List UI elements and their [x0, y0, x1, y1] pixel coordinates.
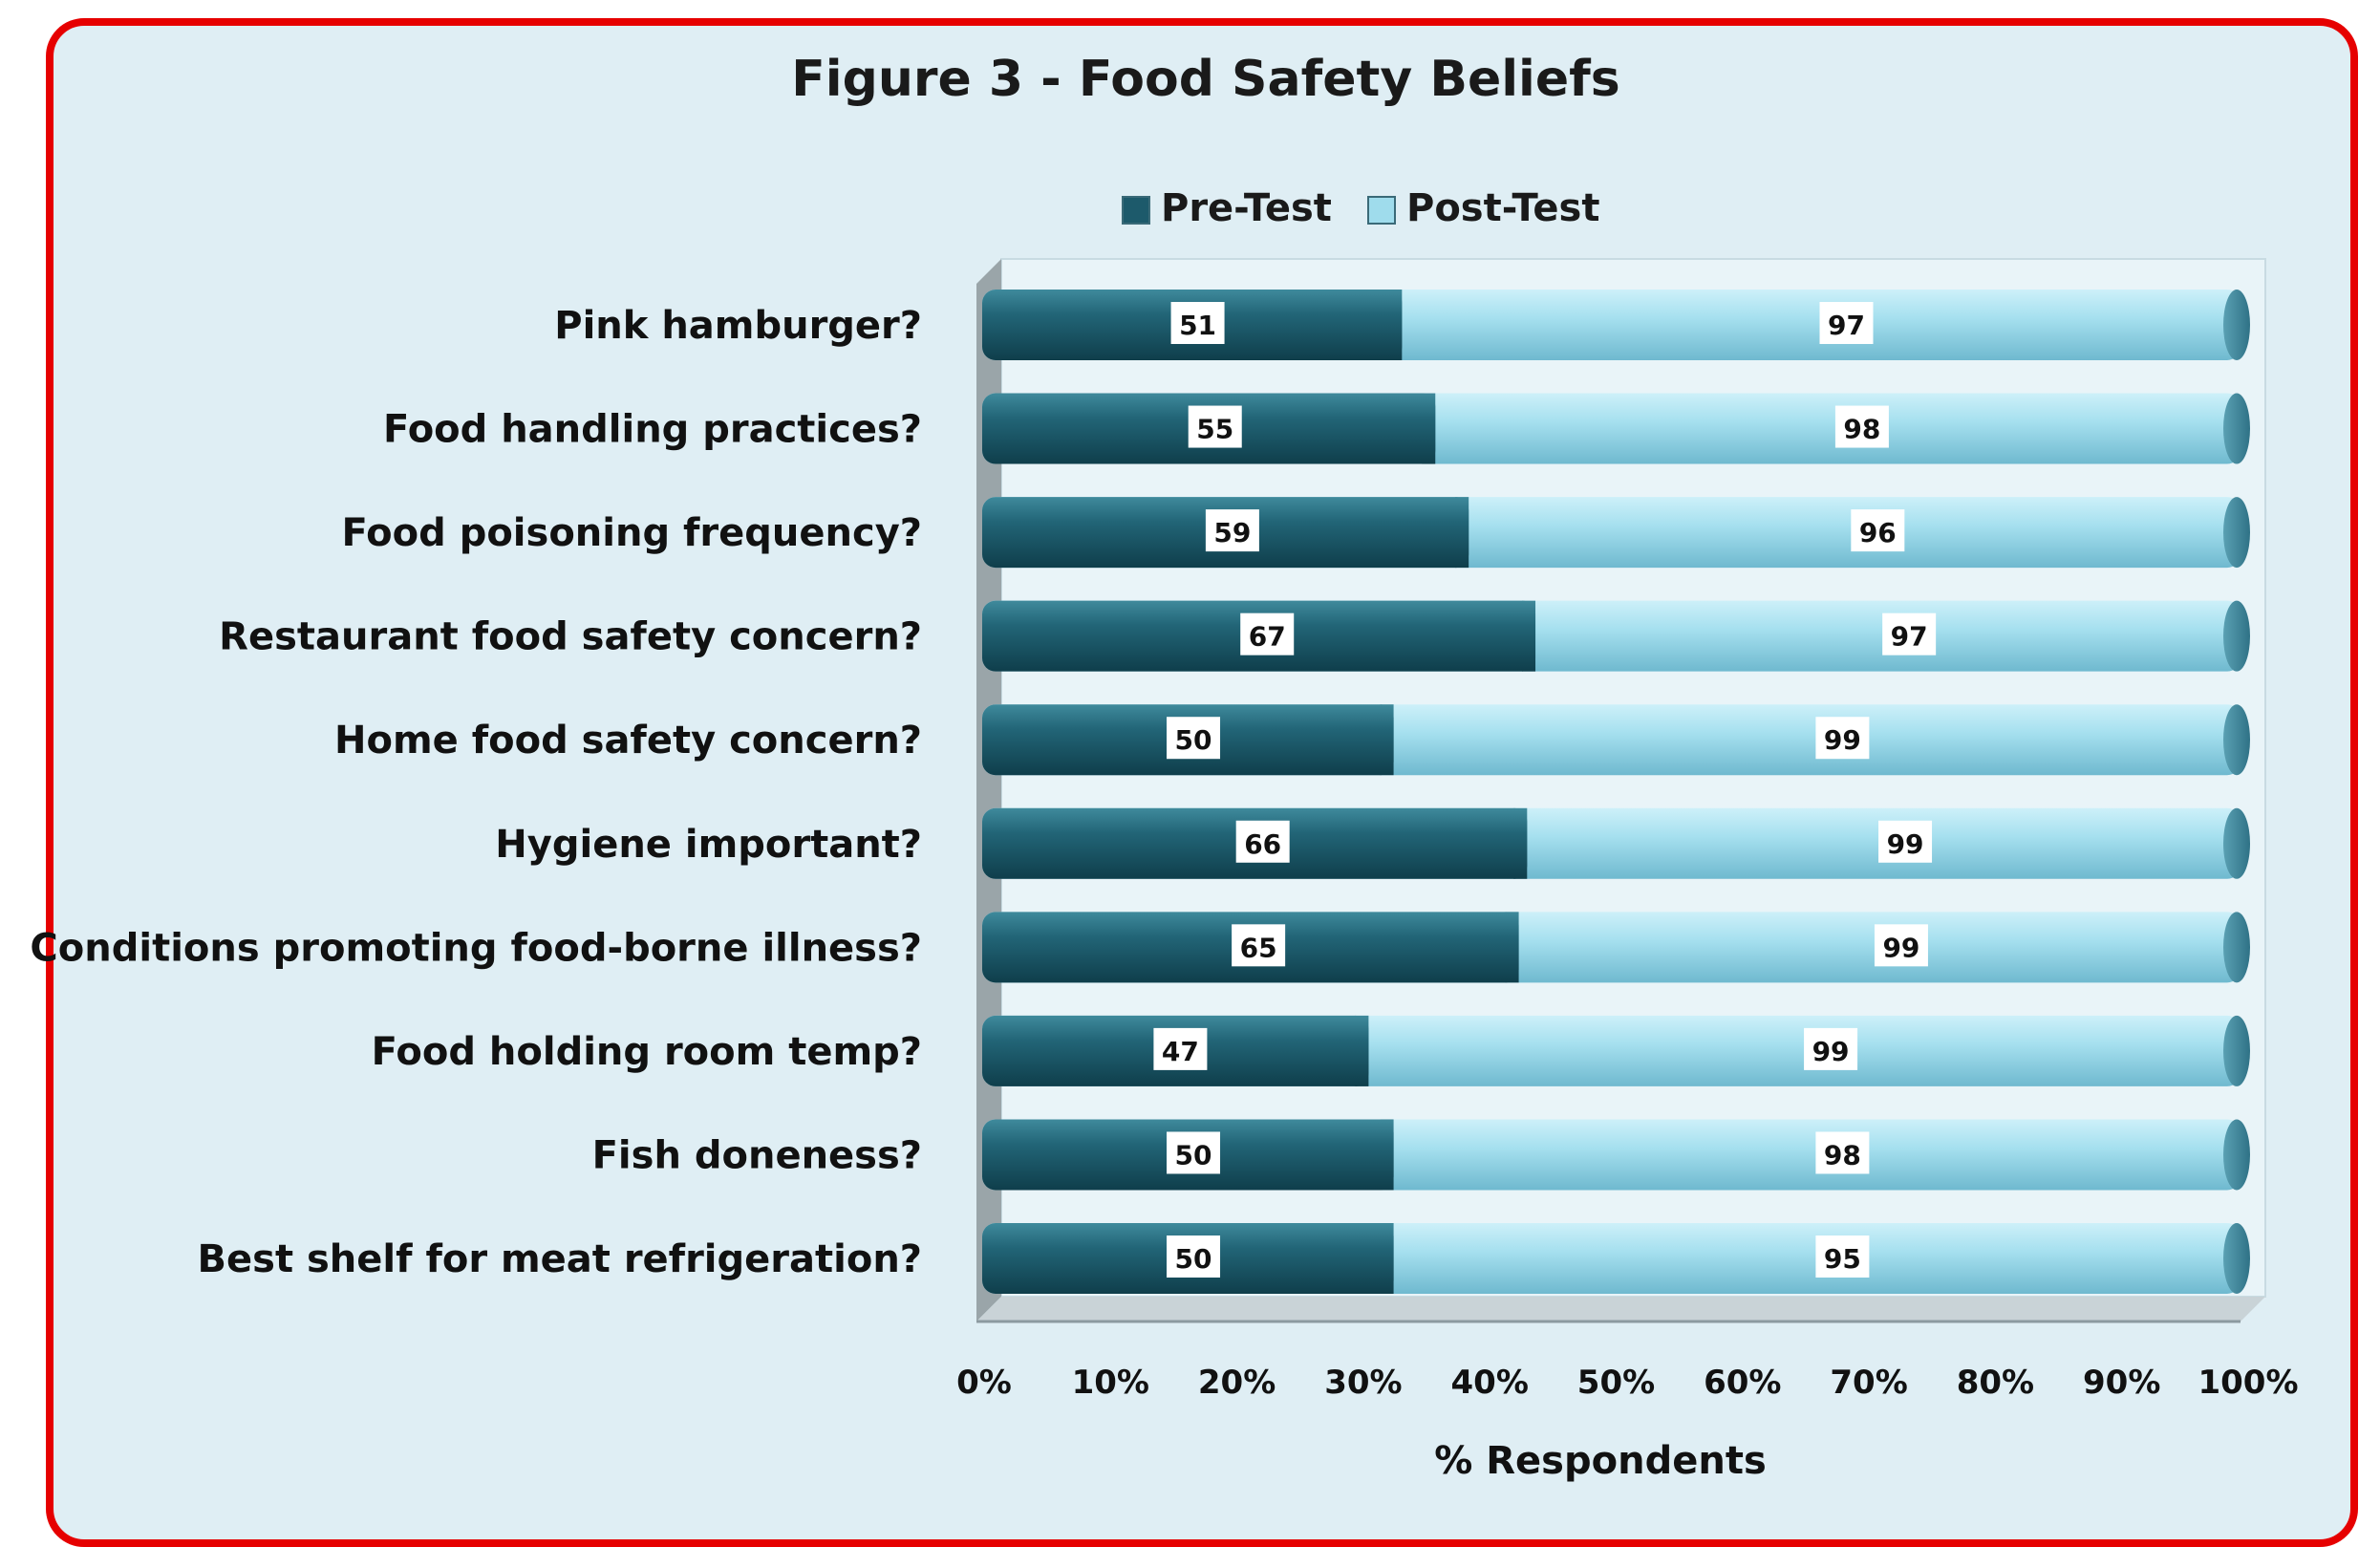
data-label-post-test-bg — [1819, 302, 1874, 344]
legend-label-post-test: Post-Test — [1406, 186, 1599, 230]
data-label-post-test: 99 — [1812, 1036, 1850, 1067]
bar-end-cap — [2223, 912, 2250, 983]
data-label-post-test: 96 — [1859, 517, 1897, 548]
category-label: Food holding room temp? — [372, 1030, 922, 1074]
data-label-pre-test-bg — [1167, 1131, 1221, 1174]
data-label-post-test-bg — [1804, 1027, 1858, 1070]
data-label-pre-test: 50 — [1175, 724, 1212, 756]
plot-floor — [976, 1297, 2265, 1321]
data-label-post-test-bg — [1878, 820, 1933, 863]
legend-label-pre-test: Pre-Test — [1161, 186, 1332, 230]
category-label: Home food safety concern? — [334, 719, 922, 763]
x-axis-title: % Respondents — [1434, 1439, 1767, 1483]
x-tick-label: 10% — [1072, 1364, 1149, 1402]
data-label-pre-test-bg — [1205, 509, 1259, 552]
x-tick-label: 80% — [1957, 1364, 2034, 1402]
bar-end-cap — [2223, 1015, 2250, 1086]
data-label-pre-test: 50 — [1175, 1139, 1212, 1171]
bar-pre-test-edge — [1522, 600, 1536, 672]
data-label-post-test: 98 — [1843, 414, 1880, 445]
plot-area: 51 97 Pink hamburger? 55 98 Food handling pra… — [30, 258, 2299, 1402]
category-label: Conditions promoting food-borne illness? — [30, 926, 922, 970]
data-label-pre-test-bg — [1188, 405, 1242, 448]
x-tick-label: 100% — [2198, 1364, 2298, 1402]
bar-end-cap — [2223, 704, 2250, 776]
data-label-post-test-bg — [1815, 1131, 1870, 1174]
data-label-pre-test: 47 — [1162, 1036, 1199, 1067]
data-label-pre-test: 55 — [1196, 414, 1233, 445]
data-label-pre-test: 59 — [1213, 517, 1251, 548]
bar-pre-test-edge — [1388, 290, 1403, 360]
bar-pre-test-edge — [1380, 1119, 1394, 1191]
bar-end-cap — [2223, 807, 2250, 879]
data-label-post-test: 97 — [1828, 310, 1865, 341]
data-label-post-test-bg — [1874, 924, 1928, 967]
chart-title: Figure 3 - Food Safety Beliefs — [791, 51, 1619, 108]
bar-end-cap — [2223, 600, 2250, 672]
bar-pre-test-edge — [1355, 1015, 1369, 1086]
x-tick-label: 60% — [1704, 1364, 1781, 1402]
bar-pre-test-edge — [1455, 497, 1469, 569]
data-label-post-test: 99 — [1887, 828, 1924, 860]
legend-swatch-pre-test — [1122, 196, 1150, 225]
x-tick-label: 70% — [1830, 1364, 1907, 1402]
data-label-post-test-bg — [1834, 405, 1889, 448]
bar-end-cap — [2223, 1119, 2250, 1191]
data-label-pre-test-bg — [1240, 612, 1295, 655]
data-label-post-test: 97 — [1891, 621, 1928, 653]
bar-pre-test-edge — [1505, 912, 1519, 983]
category-label: Restaurant food safety concern? — [219, 615, 922, 659]
data-label-pre-test: 65 — [1240, 932, 1277, 963]
data-label-pre-test-bg — [1235, 820, 1290, 863]
chart-stage: Figure 3 - Food Safety Beliefs Pre-Test P… — [30, 18, 2358, 1547]
bar-end-cap — [2223, 290, 2250, 360]
bar-end-cap — [2223, 497, 2250, 569]
category-label: Fish doneness? — [592, 1133, 922, 1177]
legend-swatch-post-test — [1367, 196, 1396, 225]
bar-pre-test-edge — [1422, 393, 1436, 464]
bar-end-cap — [2223, 1223, 2250, 1294]
data-label-post-test-bg — [1815, 1235, 1870, 1278]
bar-pre-test-edge — [1513, 807, 1528, 879]
data-label-post-test: 95 — [1824, 1243, 1861, 1275]
data-label-pre-test-bg — [1232, 924, 1286, 967]
data-label-pre-test-bg — [1170, 302, 1225, 344]
data-label-pre-test-bg — [1167, 1235, 1221, 1278]
data-label-post-test-bg — [1851, 509, 1905, 552]
x-tick-label: 40% — [1451, 1364, 1529, 1402]
data-label-pre-test: 66 — [1244, 828, 1281, 860]
data-label-post-test-bg — [1882, 612, 1937, 655]
bar-pre-test-edge — [1380, 1223, 1394, 1294]
data-label-post-test-bg — [1815, 717, 1870, 760]
category-label: Food poisoning frequency? — [341, 511, 922, 555]
category-label: Food handling practices? — [383, 408, 922, 452]
x-tick-label: 90% — [2083, 1364, 2160, 1402]
data-label-pre-test: 51 — [1179, 310, 1216, 341]
data-label-post-test: 99 — [1824, 724, 1861, 756]
x-tick-label: 50% — [1577, 1364, 1655, 1402]
data-label-pre-test: 50 — [1175, 1243, 1212, 1275]
data-label-pre-test-bg — [1167, 717, 1221, 760]
x-tick-label: 30% — [1324, 1364, 1402, 1402]
chart-legend: Pre-Test Post-Test — [1122, 186, 1599, 230]
chart-svg: Figure 3 - Food Safety Beliefs Pre-Test P… — [30, 51, 2299, 1483]
bar-end-cap — [2223, 393, 2250, 464]
category-label: Best shelf for meat refrigeration? — [198, 1237, 922, 1281]
category-label: Hygiene important? — [495, 823, 922, 867]
bar-pre-test-edge — [1380, 704, 1394, 776]
category-label: Pink hamburger? — [554, 304, 922, 348]
data-label-pre-test-bg — [1153, 1027, 1208, 1070]
data-label-post-test: 98 — [1824, 1139, 1861, 1171]
x-tick-label: 20% — [1198, 1364, 1276, 1402]
data-label-pre-test: 67 — [1249, 621, 1286, 653]
data-label-post-test: 99 — [1882, 932, 1919, 963]
x-tick-label: 0% — [956, 1364, 1012, 1402]
